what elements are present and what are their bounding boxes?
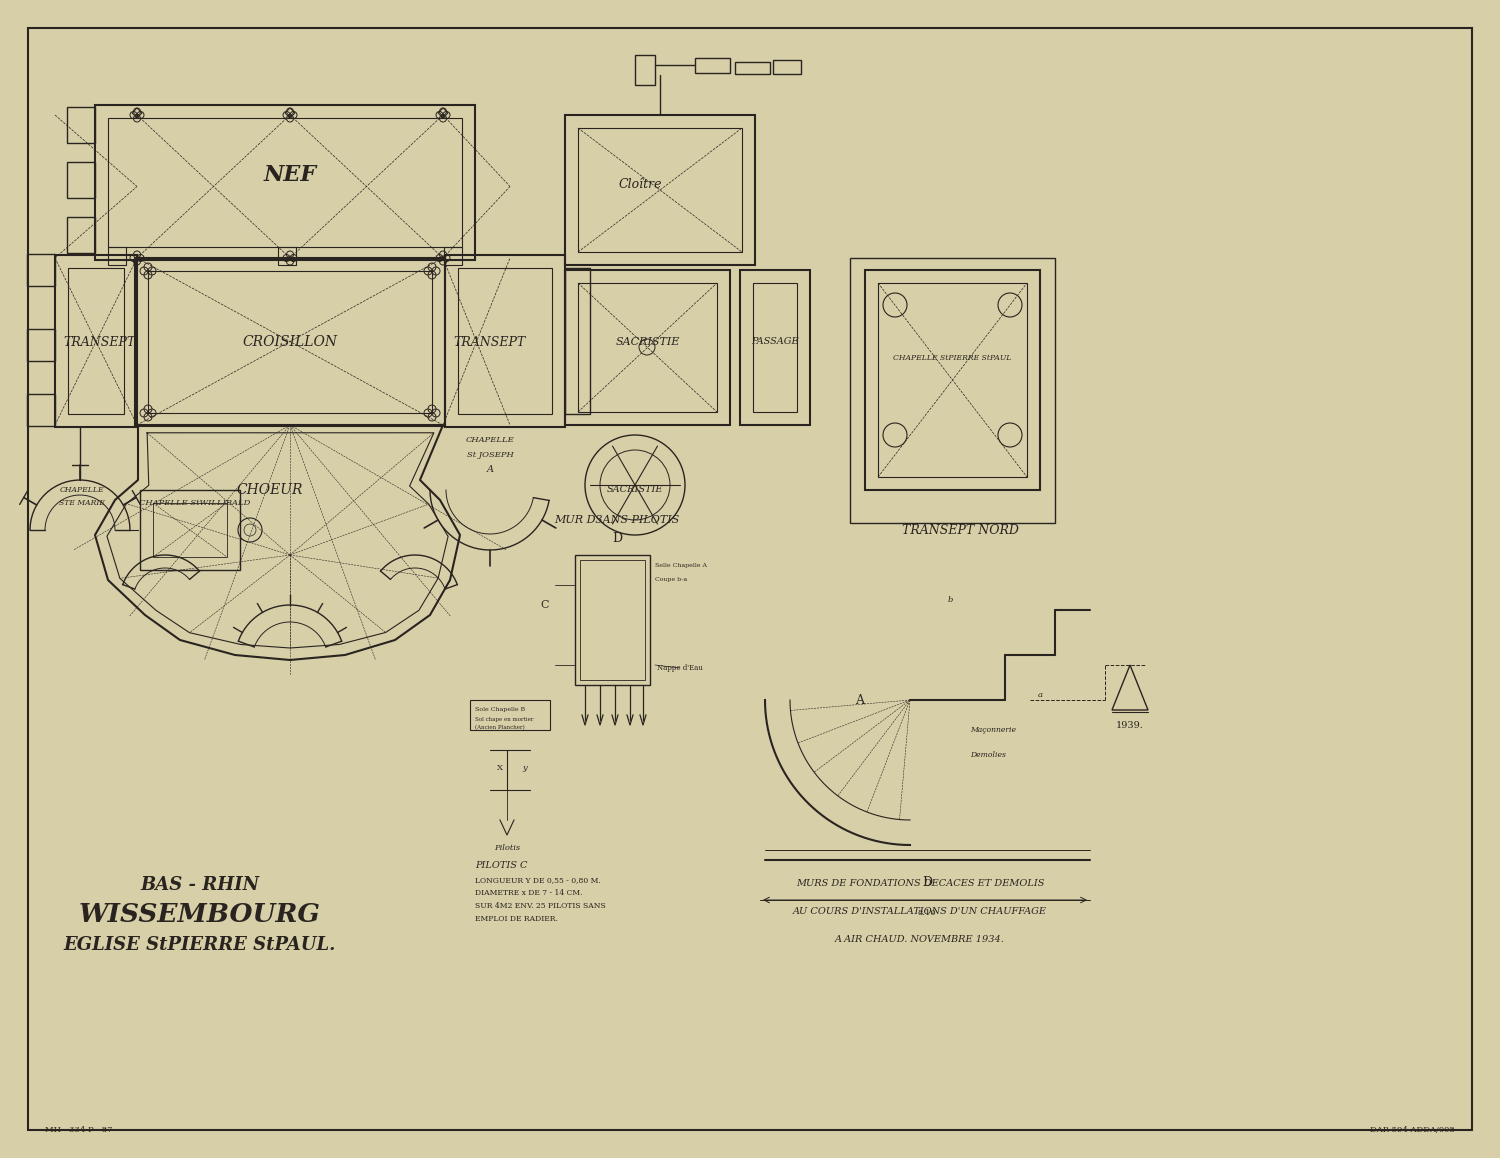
- Text: PASSAGE: PASSAGE: [752, 337, 800, 346]
- Bar: [878, 283, 1028, 477]
- Bar: [148, 271, 432, 413]
- Text: X: X: [496, 764, 502, 772]
- Bar: [566, 267, 590, 415]
- Bar: [470, 699, 550, 730]
- Text: St JOSEPH: St JOSEPH: [466, 450, 513, 459]
- Text: MUR D3ANS PILOTIS: MUR D3ANS PILOTIS: [555, 515, 680, 525]
- Text: Coupe b-a: Coupe b-a: [656, 578, 687, 582]
- Text: SACRISTIE: SACRISTIE: [616, 337, 680, 347]
- Bar: [694, 58, 730, 73]
- Text: MH - 334 P - 87: MH - 334 P - 87: [45, 1126, 112, 1134]
- Text: 1939.: 1939.: [1116, 720, 1144, 730]
- Text: 8.10: 8.10: [918, 909, 936, 917]
- Text: TRANSEPT: TRANSEPT: [454, 336, 526, 349]
- Text: NEF: NEF: [264, 164, 316, 186]
- Text: A: A: [855, 694, 864, 706]
- Text: Sol chape en mortier: Sol chape en mortier: [476, 718, 534, 723]
- Bar: [850, 258, 1054, 523]
- Bar: [153, 503, 226, 557]
- Text: (Ancien Plancher): (Ancien Plancher): [476, 725, 525, 731]
- Bar: [444, 247, 462, 265]
- Text: a: a: [1038, 691, 1042, 699]
- Bar: [68, 162, 94, 198]
- Bar: [735, 63, 770, 74]
- Text: DIAMETRE x DE 7 - 14 CM.: DIAMETRE x DE 7 - 14 CM.: [476, 889, 582, 897]
- Bar: [578, 129, 742, 252]
- Bar: [68, 267, 124, 415]
- Text: Sole Chapelle B: Sole Chapelle B: [476, 708, 525, 712]
- Bar: [578, 283, 717, 412]
- Bar: [140, 490, 240, 570]
- Text: Pilotis: Pilotis: [494, 844, 520, 852]
- Bar: [580, 560, 645, 680]
- Bar: [566, 270, 730, 425]
- Text: BAS - RHIN: BAS - RHIN: [141, 875, 260, 894]
- Bar: [27, 329, 56, 361]
- Text: EMPLOI DE RADIER.: EMPLOI DE RADIER.: [476, 915, 558, 923]
- Text: Nappe d'Eau: Nappe d'Eau: [657, 664, 704, 672]
- Bar: [772, 60, 801, 74]
- Text: AU COURS D'INSTALLATIONS D'UN CHAUFFAGE: AU COURS D'INSTALLATIONS D'UN CHAUFFAGE: [794, 907, 1047, 916]
- Text: Cloître: Cloître: [618, 178, 662, 191]
- Bar: [753, 283, 796, 412]
- Bar: [135, 258, 446, 426]
- Bar: [574, 555, 650, 686]
- Text: EGLISE StPIERRE StPAUL.: EGLISE StPIERRE StPAUL.: [64, 936, 336, 954]
- Bar: [27, 394, 56, 426]
- Bar: [566, 115, 754, 265]
- Text: TRANSEPT: TRANSEPT: [64, 336, 136, 349]
- Text: C: C: [540, 600, 549, 610]
- Bar: [68, 107, 94, 142]
- Text: SUR 4M2 ENV. 25 PILOTIS SANS: SUR 4M2 ENV. 25 PILOTIS SANS: [476, 902, 606, 910]
- Bar: [458, 267, 552, 415]
- Text: CHAPELLE: CHAPELLE: [465, 437, 514, 444]
- Bar: [27, 254, 56, 286]
- Text: STE MARIE: STE MARIE: [58, 499, 105, 507]
- Text: D: D: [922, 877, 932, 889]
- Text: WISSEMBOURG: WISSEMBOURG: [80, 902, 321, 928]
- Text: LONGUEUR Y DE 0,55 - 0,80 M.: LONGUEUR Y DE 0,55 - 0,80 M.: [476, 875, 600, 884]
- Text: A: A: [486, 466, 494, 475]
- Text: PILOTIS C: PILOTIS C: [476, 860, 528, 870]
- Text: CROISILLON: CROISILLON: [243, 335, 338, 349]
- Text: CHOEUR: CHOEUR: [237, 483, 303, 497]
- Text: Maçonnerie: Maçonnerie: [970, 726, 1016, 734]
- Text: DAR 594 ADDA/008: DAR 594 ADDA/008: [1371, 1126, 1455, 1134]
- Text: CHAPELLE: CHAPELLE: [60, 486, 105, 494]
- Text: SACRISTIE: SACRISTIE: [606, 485, 663, 494]
- Bar: [740, 270, 810, 425]
- Bar: [108, 247, 126, 265]
- Text: CHAPELLE StWILLIBALD: CHAPELLE StWILLIBALD: [140, 499, 250, 507]
- Bar: [56, 255, 136, 427]
- Text: MURS DE FONDATIONS DECACES ET DEMOLIS: MURS DE FONDATIONS DECACES ET DEMOLIS: [796, 879, 1044, 887]
- Bar: [94, 105, 476, 261]
- Text: TRANSEPT NORD: TRANSEPT NORD: [902, 523, 1019, 536]
- Text: Demolies: Demolies: [970, 752, 1006, 758]
- Text: b: b: [948, 596, 952, 604]
- Text: CHAPELLE StPIERRE StPAUL: CHAPELLE StPIERRE StPAUL: [892, 354, 1011, 362]
- Text: A AIR CHAUD. NOVEMBRE 1934.: A AIR CHAUD. NOVEMBRE 1934.: [836, 935, 1005, 944]
- Bar: [634, 54, 656, 85]
- Bar: [865, 270, 1040, 490]
- Bar: [446, 255, 566, 427]
- Bar: [68, 217, 94, 252]
- Text: y: y: [522, 764, 528, 772]
- Bar: [108, 118, 462, 247]
- Bar: [278, 247, 296, 265]
- Text: D: D: [612, 532, 622, 544]
- Text: Selle Chapelle A: Selle Chapelle A: [656, 563, 706, 567]
